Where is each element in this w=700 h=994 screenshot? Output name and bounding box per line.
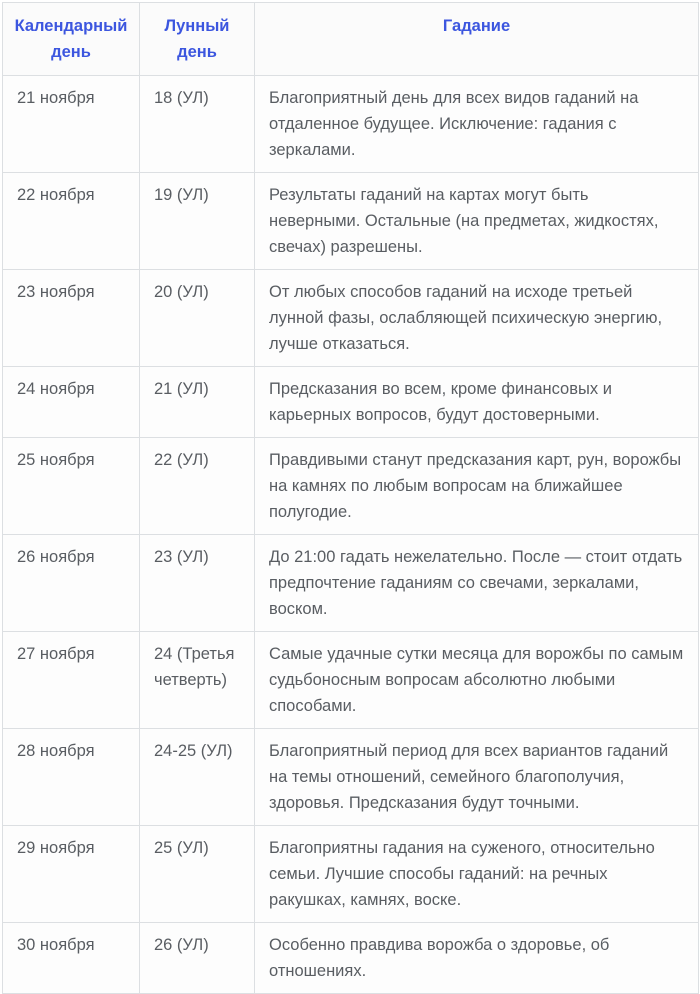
cell-lunar-day: 23 (УЛ) [139, 534, 255, 632]
cell-divination: Благоприятны гадания на суженого, относи… [254, 825, 699, 923]
table-row: 25 ноября 22 (УЛ) Правдивыми станут предск… [2, 437, 699, 535]
table-body: 21 ноября 18 (УЛ) Благоприятный день для в… [2, 75, 699, 994]
cell-calendar-day: 23 ноября [2, 269, 140, 367]
cell-lunar-day: 22 (УЛ) [139, 437, 255, 535]
table-header: Календарный день Лунный день Гадание [2, 2, 699, 76]
cell-divination: От любых способов гаданий на исходе трет… [254, 269, 699, 367]
cell-divination: Благоприятный период для всех вариантов … [254, 728, 699, 826]
cell-calendar-day: 21 ноября [2, 75, 140, 173]
column-header-calendar-day: Календарный день [2, 2, 140, 76]
cell-lunar-day: 24 (Третья четверть) [139, 631, 255, 729]
cell-calendar-day: 24 ноября [2, 366, 140, 438]
cell-lunar-day: 20 (УЛ) [139, 269, 255, 367]
cell-divination: Особенно правдива ворожба о здоровье, об… [254, 922, 699, 994]
table-row: 28 ноября 24-25 (УЛ) Благоприятный период … [2, 728, 699, 826]
cell-divination: До 21:00 гадать нежелательно. После — ст… [254, 534, 699, 632]
column-header-divination: Гадание [254, 2, 699, 76]
column-header-lunar-day: Лунный день [139, 2, 255, 76]
table-row: 22 ноября 19 (УЛ) Результаты гаданий на ка… [2, 172, 699, 270]
cell-divination: Результаты гаданий на картах могут быть … [254, 172, 699, 270]
cell-calendar-day: 28 ноября [2, 728, 140, 826]
cell-divination: Самые удачные сутки месяца для ворожбы п… [254, 631, 699, 729]
cell-calendar-day: 29 ноября [2, 825, 140, 923]
table-row: 21 ноября 18 (УЛ) Благоприятный день для в… [2, 75, 699, 173]
cell-divination: Правдивыми станут предсказания карт, рун… [254, 437, 699, 535]
table-row: 24 ноября 21 (УЛ) Предсказания во всем, кр… [2, 366, 699, 438]
cell-lunar-day: 21 (УЛ) [139, 366, 255, 438]
cell-calendar-day: 25 ноября [2, 437, 140, 535]
table-row: 26 ноября 23 (УЛ) До 21:00 гадать нежелате… [2, 534, 699, 632]
cell-lunar-day: 24-25 (УЛ) [139, 728, 255, 826]
cell-divination: Предсказания во всем, кроме финансовых и… [254, 366, 699, 438]
table-row: 30 ноября 26 (УЛ) Особенно правдива ворожб… [2, 922, 699, 994]
cell-calendar-day: 27 ноября [2, 631, 140, 729]
cell-divination: Благоприятный день для всех видов гадани… [254, 75, 699, 173]
cell-lunar-day: 25 (УЛ) [139, 825, 255, 923]
cell-calendar-day: 22 ноября [2, 172, 140, 270]
cell-calendar-day: 26 ноября [2, 534, 140, 632]
cell-lunar-day: 19 (УЛ) [139, 172, 255, 270]
table-row: 27 ноября 24 (Третья четверть) Самые удачн… [2, 631, 699, 729]
header-row: Календарный день Лунный день Гадание [2, 2, 699, 76]
cell-lunar-day: 18 (УЛ) [139, 75, 255, 173]
table-row: 23 ноября 20 (УЛ) От любых способов гадани… [2, 269, 699, 367]
table-row: 29 ноября 25 (УЛ) Благоприятны гадания на … [2, 825, 699, 923]
cell-lunar-day: 26 (УЛ) [139, 922, 255, 994]
cell-calendar-day: 30 ноября [2, 922, 140, 994]
